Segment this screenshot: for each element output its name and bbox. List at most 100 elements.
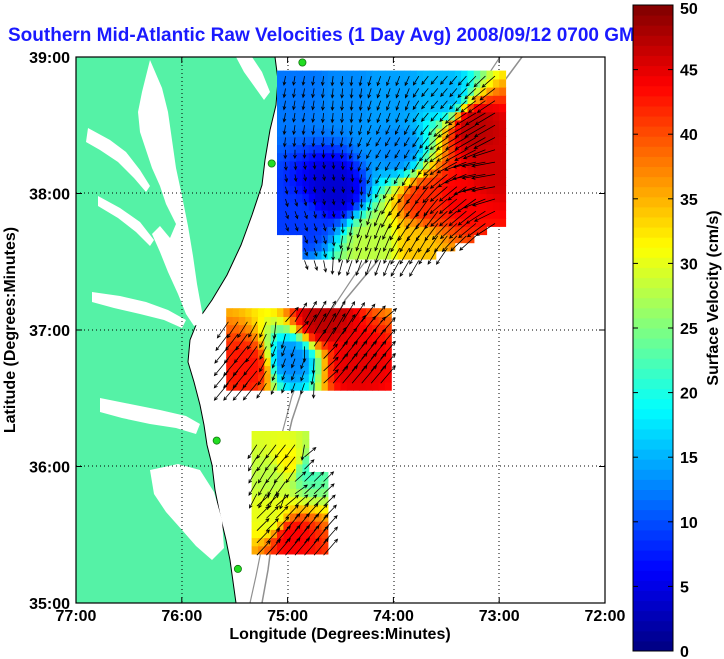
velocity-cell	[378, 308, 386, 317]
current-vector-arrow	[313, 223, 318, 232]
current-vector-arrow	[284, 186, 289, 195]
velocity-cell	[340, 103, 348, 113]
velocity-cell	[384, 152, 392, 162]
velocity-cell	[461, 136, 468, 145]
velocity-cell	[416, 144, 424, 154]
colorbar-tick-label: 15	[680, 450, 698, 467]
velocity-cell	[302, 185, 310, 195]
current-vector-arrow	[330, 260, 335, 275]
velocity-cell	[302, 545, 310, 555]
velocity-cell	[473, 152, 481, 162]
current-vector-arrow	[293, 162, 298, 171]
velocity-cell	[353, 87, 361, 96]
current-vector-arrow	[342, 352, 358, 372]
velocity-cell	[480, 160, 488, 170]
velocity-cell	[404, 177, 411, 186]
velocity-cell	[296, 144, 303, 154]
velocity-cell	[296, 504, 303, 514]
velocity-cell	[334, 193, 342, 203]
velocity-cell	[359, 332, 367, 342]
velocity-cell	[378, 103, 386, 113]
current-vector-arrow	[300, 383, 305, 395]
velocity-cell	[302, 152, 310, 162]
velocity-cell	[359, 201, 367, 211]
current-vector-arrow	[248, 321, 258, 338]
current-vector-arrow	[465, 210, 486, 224]
velocity-cell	[283, 201, 291, 211]
current-vector-arrow	[365, 260, 372, 277]
velocity-cell	[251, 545, 259, 555]
current-vector-arrow	[312, 149, 316, 159]
current-vector-arrow	[216, 321, 229, 339]
velocity-cell	[467, 128, 475, 137]
velocity-cell	[334, 324, 342, 334]
velocity-cell	[327, 381, 335, 391]
colorbar-segment	[633, 75, 673, 87]
current-vector-arrow	[301, 112, 306, 123]
velocity-cell	[302, 349, 310, 358]
velocity-cell	[384, 193, 392, 203]
velocity-cell	[404, 152, 411, 162]
velocity-cell	[429, 168, 437, 178]
velocity-cell	[232, 340, 240, 350]
velocity-cell	[321, 128, 329, 137]
velocity-cell	[308, 472, 316, 481]
velocity-cell	[404, 201, 411, 211]
velocity-cell	[397, 70, 405, 80]
current-vector-arrow	[273, 456, 286, 471]
velocity-cell	[346, 242, 354, 252]
velocity-cell	[277, 136, 284, 145]
velocity-cell	[442, 136, 449, 145]
velocity-cell	[308, 504, 316, 514]
velocity-cell	[264, 357, 272, 367]
velocity-cell	[315, 128, 322, 137]
velocity-cell	[442, 78, 449, 88]
current-vector-arrow	[349, 76, 354, 87]
velocity-cell	[334, 308, 342, 317]
velocity-cell	[359, 152, 367, 162]
velocity-cell	[315, 144, 322, 154]
velocity-cell	[454, 111, 462, 121]
velocity-cell	[327, 332, 335, 342]
velocity-cell	[365, 234, 373, 244]
velocity-cell	[340, 111, 348, 121]
pamlico-sound	[150, 464, 224, 560]
current-vector-arrow	[376, 100, 382, 111]
velocity-cell	[486, 177, 494, 186]
current-vector-arrow	[404, 112, 410, 124]
current-vector-arrow	[331, 174, 336, 182]
current-vector-arrow	[275, 516, 290, 531]
current-vector-arrow	[397, 186, 410, 204]
velocity-cell	[448, 209, 456, 219]
velocity-cell	[283, 136, 291, 145]
velocity-cell	[454, 193, 462, 203]
velocity-cell	[372, 365, 380, 375]
velocity-cell	[346, 209, 354, 219]
current-vector-arrow	[330, 125, 335, 136]
velocity-cell	[448, 201, 456, 211]
current-vector-arrow	[302, 149, 307, 159]
velocity-cell	[346, 324, 354, 334]
current-vector-arrow	[424, 137, 439, 150]
velocity-cell	[289, 357, 297, 367]
current-vector-arrow	[366, 211, 372, 226]
current-vector-arrow	[423, 149, 439, 163]
current-vector-arrow	[459, 235, 477, 251]
velocity-cell	[353, 119, 361, 129]
current-vector-arrow	[304, 494, 318, 507]
velocity-cell	[340, 250, 348, 260]
velocity-cell	[308, 136, 316, 145]
velocity-cell	[315, 201, 322, 211]
velocity-cell	[245, 381, 253, 391]
current-vector-arrow	[257, 370, 267, 386]
velocity-cell	[308, 209, 316, 219]
velocity-cell	[238, 340, 246, 350]
colorbar-segment	[633, 35, 673, 46]
velocity-cell	[315, 70, 322, 80]
current-vector-arrow	[304, 314, 317, 335]
velocity-cell	[372, 119, 380, 129]
velocity-cell	[435, 103, 443, 113]
velocity-cell	[302, 431, 310, 440]
velocity-cell	[429, 185, 437, 195]
